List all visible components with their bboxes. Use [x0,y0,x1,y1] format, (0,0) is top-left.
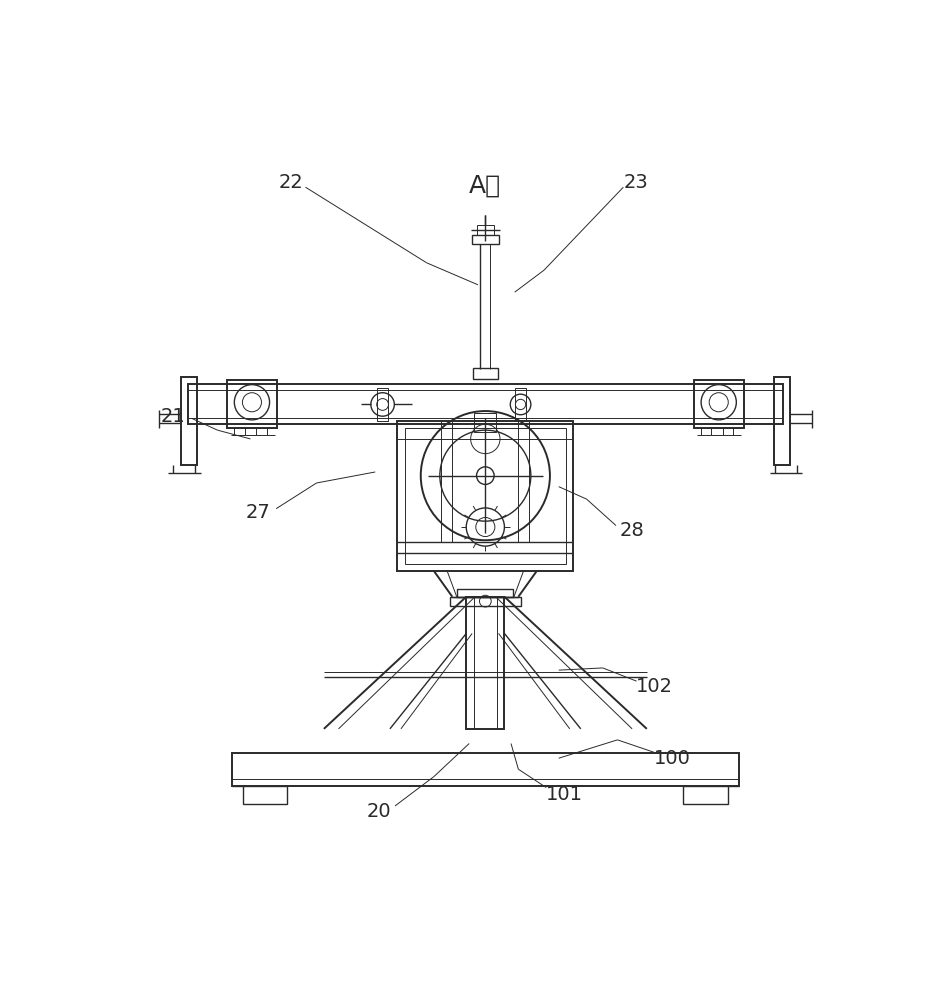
Bar [243,786,287,804]
Text: A向: A向 [470,174,501,198]
Bar [473,235,498,244]
Text: 28: 28 [619,521,645,540]
Bar [398,421,573,571]
Bar [466,597,505,729]
Text: 102: 102 [635,677,672,696]
Bar [404,428,566,564]
Bar [515,388,527,421]
Bar [457,589,513,597]
Text: 23: 23 [623,173,648,192]
Bar [188,384,782,424]
Text: 20: 20 [366,802,391,821]
Bar [474,413,496,432]
Bar [774,377,790,465]
Bar [232,753,739,786]
Text: 27: 27 [245,503,270,522]
Text: 21: 21 [161,407,186,426]
Bar [476,225,494,235]
Bar [473,368,498,379]
Bar [450,597,521,606]
Text: 100: 100 [654,749,691,768]
Text: 101: 101 [546,785,583,804]
Bar [694,380,743,428]
Text: 22: 22 [278,173,303,192]
Bar [227,380,277,428]
Bar [181,377,197,465]
Bar [377,388,388,421]
Bar [684,786,727,804]
